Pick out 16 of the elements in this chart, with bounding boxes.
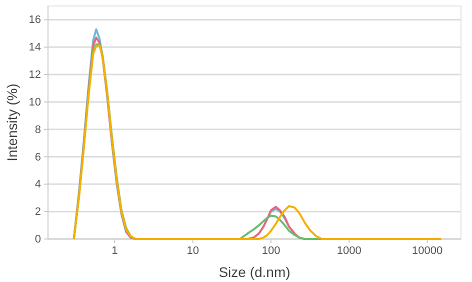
y-tick-label: 8	[34, 124, 41, 136]
x-tick-label: 10000	[412, 244, 443, 257]
x-tick-label: 100	[262, 244, 280, 257]
x-axis-title: Size (d.nm)	[218, 264, 290, 280]
y-tick-label: 14	[28, 42, 41, 54]
y-tick-label: 6	[34, 151, 41, 164]
y-tick-label: 4	[34, 178, 41, 191]
y-tick-label: 12	[28, 69, 41, 82]
y-tick-label: 2	[34, 206, 41, 218]
y-tick-label: 0	[34, 234, 41, 246]
y-tick-label: 16	[28, 14, 41, 26]
x-tick-label: 1	[112, 244, 118, 257]
y-axis-title: Intensity (%)	[4, 84, 20, 162]
y-tick-label: 10	[28, 96, 41, 108]
x-tick-label: 1000	[336, 244, 362, 257]
x-tick-label: 10	[186, 244, 199, 257]
